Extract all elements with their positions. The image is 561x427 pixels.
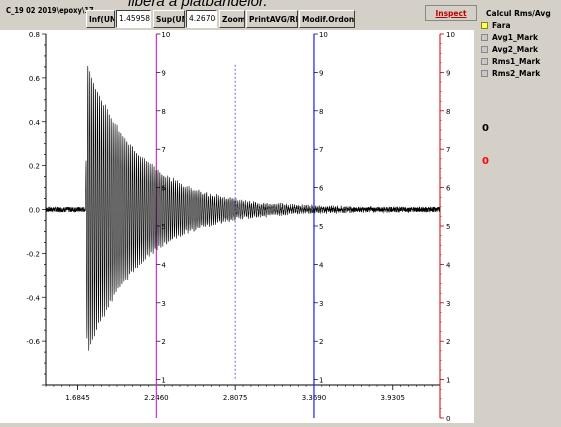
y-tick-label: 0.4 <box>29 119 41 127</box>
y-tick-label: -0.4 <box>26 294 40 302</box>
right-tick-label: 6 <box>446 185 451 193</box>
file-name-label: C_19 02 2019\epoxy\17 <box>6 6 94 15</box>
x-tick-label: 2.8075 <box>223 394 248 402</box>
cursor-tick-label: 9 <box>319 69 323 77</box>
radio-indicator-icon <box>481 46 488 53</box>
sup-value-input[interactable]: 4.26708 <box>186 10 217 28</box>
inf-label-button[interactable]: Inf(UM) <box>86 10 115 28</box>
radio-indicator-icon <box>481 34 488 41</box>
option-label: Fara <box>492 21 511 30</box>
cursor-tick-label: 3 <box>319 300 323 308</box>
option-label: Rms2_Mark <box>492 69 541 78</box>
option-label: Avg2_Mark <box>492 45 538 54</box>
right-tick-label: 9 <box>446 69 450 77</box>
readout-black-value: 0 <box>482 123 489 134</box>
inf-value-input[interactable]: 1.459584 <box>116 10 151 28</box>
cursor-tick-label: 5 <box>319 223 323 231</box>
cursor-tick-label: 2 <box>161 338 165 346</box>
window-title-fragment: libera a platbandelor. <box>128 0 268 10</box>
cursor-tick-label: 3 <box>161 300 165 308</box>
x-tick-label: 3.9305 <box>381 394 406 402</box>
cursor-tick-label: 1 <box>319 377 323 385</box>
inspect-button[interactable]: Inspect <box>425 5 477 21</box>
right-tick-label: 7 <box>446 146 450 154</box>
right-tick-label: 10 <box>446 31 455 39</box>
cursor-tick-label: 8 <box>161 108 165 116</box>
cursor-tick-label: 1 <box>161 377 165 385</box>
cursor-tick-label: 6 <box>319 185 324 193</box>
cursor-tick-label: 5 <box>161 223 165 231</box>
sup-label-button[interactable]: Sup(UM) <box>153 10 185 28</box>
option-avg2-mark[interactable]: Avg2_Mark <box>481 45 538 55</box>
cursor-tick-label: 7 <box>161 146 165 154</box>
radio-indicator-icon <box>481 58 488 65</box>
radio-indicator-icon <box>481 70 488 77</box>
modif-ordonate-button[interactable]: Modif.Ordonate <box>299 10 355 28</box>
waveform-chart[interactable]: 0.80.60.40.20.0-0.2-0.4-0.61.68452.24602… <box>0 30 474 423</box>
cursor-tick-label: 4 <box>161 261 166 269</box>
cursor-tick-label: 4 <box>319 261 324 269</box>
cursor-tick-label: 9 <box>161 69 165 77</box>
option-rms2-mark[interactable]: Rms2_Mark <box>481 69 540 79</box>
zoom-button[interactable]: Zoom <box>219 10 245 28</box>
plot-area[interactable]: 0.80.60.40.20.0-0.2-0.4-0.61.68452.24602… <box>0 30 474 423</box>
y-tick-label: -0.6 <box>26 338 40 346</box>
option-rms1-mark[interactable]: Rms1_Mark <box>481 57 540 67</box>
option-label: Rms1_Mark <box>492 57 541 66</box>
print-avg-rms-button[interactable]: PrintAVG/RMS <box>246 10 298 28</box>
calc-rms-avg-title: Calcul Rms/Avg <box>486 9 551 18</box>
cursor-tick-label: 10 <box>161 31 170 39</box>
signal-waveform <box>45 66 441 351</box>
readout-red-value: 0 <box>482 156 489 167</box>
right-tick-label: 5 <box>446 223 450 231</box>
y-tick-label: 0.6 <box>29 75 41 83</box>
cursor-tick-label: 2 <box>319 338 323 346</box>
y-tick-label: 0.2 <box>29 163 40 171</box>
option-label: Avg1_Mark <box>492 33 538 42</box>
right-tick-label: 4 <box>446 261 451 269</box>
option-fara[interactable]: Fara <box>481 21 511 31</box>
x-tick-label: 1.6845 <box>65 394 90 402</box>
y-tick-label: -0.2 <box>26 250 40 258</box>
cursor-tick-label: 7 <box>319 146 323 154</box>
right-tick-label: 2 <box>446 338 450 346</box>
right-tick-label: 1 <box>446 377 450 385</box>
cursor-tick-label: 8 <box>319 108 323 116</box>
right-tick-label: 3 <box>446 300 450 308</box>
y-tick-label: 0.0 <box>29 207 40 215</box>
option-avg1-mark[interactable]: Avg1_Mark <box>481 33 538 43</box>
cursor-tick-label: 10 <box>319 31 328 39</box>
right-tick-label: 8 <box>446 108 450 116</box>
y-tick-label: 0.8 <box>29 31 40 39</box>
right-tick-label: 0 <box>446 415 450 423</box>
radio-indicator-icon <box>481 22 488 29</box>
